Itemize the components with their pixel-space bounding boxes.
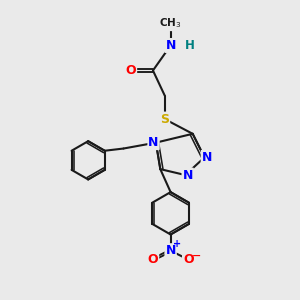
- Text: N: N: [148, 136, 159, 149]
- Text: H: H: [185, 39, 195, 52]
- Text: N: N: [165, 244, 176, 257]
- Text: N: N: [202, 151, 212, 164]
- Text: O: O: [125, 64, 136, 77]
- Text: N: N: [165, 39, 176, 52]
- Text: −: −: [192, 251, 201, 261]
- Text: O: O: [183, 253, 194, 266]
- Text: O: O: [148, 253, 158, 266]
- Text: +: +: [173, 239, 181, 249]
- Text: CH$_3$: CH$_3$: [159, 16, 182, 30]
- Text: N: N: [182, 169, 193, 182]
- Text: S: S: [160, 112, 169, 126]
